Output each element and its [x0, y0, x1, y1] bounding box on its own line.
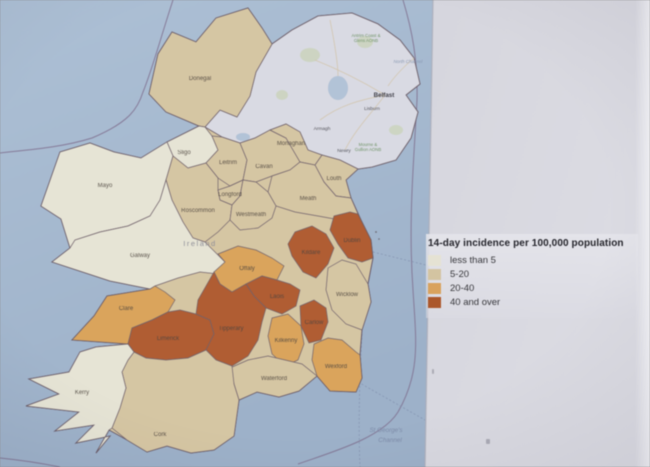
county-label: Leitrim	[219, 160, 237, 166]
legend-item-label: 40 and over	[450, 297, 501, 308]
county-kilkenny	[267, 313, 305, 367]
county-kildare	[287, 225, 335, 279]
sea-label-st-georges-channel: St George's	[369, 427, 403, 434]
county-label: Meath	[300, 196, 317, 202]
ni-roads	[314, 19, 415, 151]
county-dublin	[329, 211, 374, 263]
legend-item-20-40: 20-40	[428, 282, 634, 295]
county-labels: Donegal Sligo Leitrim Mayo Roscommon Lon…	[75, 76, 361, 438]
county-label: Kilkenny	[275, 338, 298, 344]
island-dots	[375, 231, 380, 240]
legend-swatch-5-20	[428, 269, 441, 280]
aonb-label: Gullion AONB	[355, 147, 382, 152]
city-label-belfast: Belfast	[374, 92, 395, 99]
county-tipperary	[195, 271, 267, 367]
county-westmeath	[229, 179, 277, 231]
county-wicklow	[325, 259, 372, 331]
country-label-ireland: Ireland	[183, 239, 216, 248]
county-label: Waterford	[261, 376, 287, 382]
county-label: Offaly	[239, 266, 255, 272]
county-label: Kerry	[75, 390, 89, 396]
city-label-lisburn: Lisburn	[364, 106, 380, 112]
aonb-label: Mourne &	[359, 142, 378, 147]
legend-swatch-40-and-over	[428, 297, 441, 308]
county-wexford	[311, 337, 363, 393]
county-label: Longford	[218, 192, 242, 198]
sea-label-st-georges-channel: Channel	[378, 437, 402, 444]
county-label: Dublin	[343, 238, 360, 244]
county-label: Mayo	[98, 183, 113, 189]
county-polygons	[25, 7, 374, 454]
county-label: Tipperary	[218, 326, 243, 332]
ferry-route-dashed-lines	[357, 251, 431, 467]
photo-artifact	[486, 439, 490, 444]
county-label: Wicklow	[336, 292, 359, 298]
city-label-newry: Newry	[337, 148, 351, 154]
county-carlow	[299, 299, 329, 344]
sea-label-north-channel: North Channel	[393, 59, 423, 64]
county-label: Donegal	[189, 76, 211, 82]
screen-edge-highlight	[635, 0, 650, 467]
aonb-label: Glens AONB	[354, 38, 378, 43]
lough-erne	[236, 133, 250, 141]
city-label-armagh: Armagh	[314, 126, 331, 132]
map-edge-seam	[424, 0, 434, 467]
county-label: Cavan	[255, 164, 272, 170]
county-label: Westmeath	[236, 212, 266, 218]
county-label: Laois	[270, 294, 284, 300]
legend: 14-day incidence per 100,000 population …	[426, 234, 638, 318]
county-label: Louth	[326, 176, 341, 182]
legend-swatch-20-40	[428, 283, 441, 294]
county-label: Galway	[130, 253, 150, 259]
aonb-label: Antrim Coast &	[352, 33, 381, 38]
county-label: Wexford	[325, 364, 347, 370]
legend-swatch-less-than-5	[428, 255, 441, 266]
county-kerry	[25, 343, 135, 454]
legend-item-40-and-over: 40 and over	[428, 296, 634, 309]
county-meath	[267, 161, 359, 221]
legend-item-less-than-5: less than 5	[428, 254, 634, 267]
legend-item-label: less than 5	[450, 255, 496, 266]
county-cork	[111, 349, 240, 454]
northern-ireland-region	[204, 12, 421, 170]
county-label: Cork	[154, 432, 168, 438]
photo-artifact	[432, 369, 434, 374]
county-label: Monaghan	[277, 141, 305, 147]
legend-item-label: 20-40	[450, 283, 475, 294]
ni-terrain-patches	[276, 36, 403, 135]
lough-neagh	[328, 76, 348, 100]
county-label: Carlow	[305, 320, 324, 326]
legend-title: 14-day incidence per 100,000 population	[428, 238, 624, 249]
county-label: Roscommon	[181, 208, 215, 214]
legend-item-label: 5-20	[450, 269, 470, 280]
legend-item-5-20: 5-20	[428, 268, 634, 281]
county-label: Kildare	[302, 250, 321, 256]
county-label: Limerick	[157, 336, 180, 342]
county-label: Clare	[119, 306, 134, 312]
county-label: Sligo	[177, 150, 191, 156]
